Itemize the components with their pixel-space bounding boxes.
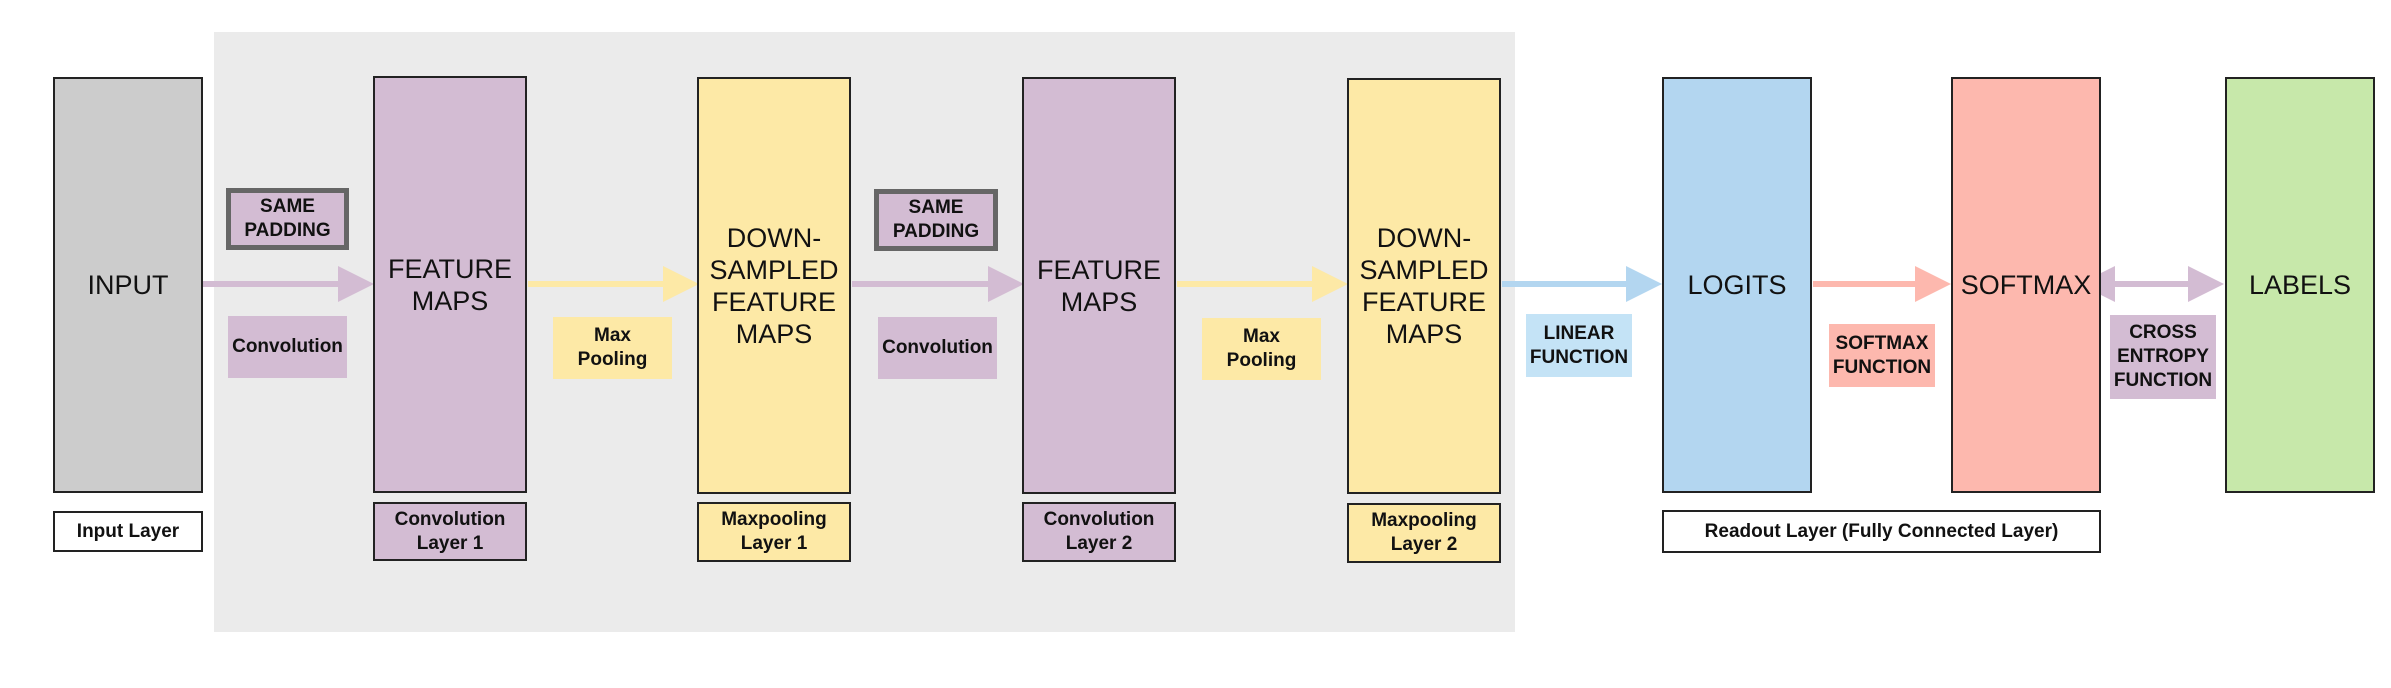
- input-layer-caption: Input Layer: [53, 511, 203, 552]
- convolution-2-tag: Convolution: [878, 317, 997, 379]
- max-pooling-2-tag: Max Pooling: [1202, 318, 1321, 380]
- maxpool-layer-2-caption: Maxpooling Layer 2: [1347, 503, 1501, 563]
- readout-layer-caption: Readout Layer (Fully Connected Layer): [1662, 510, 2101, 553]
- feature-maps-2-block: FEATURE MAPS: [1022, 77, 1176, 494]
- softmax-block: SOFTMAX: [1951, 77, 2101, 493]
- same-padding-1-tag: SAME PADDING: [226, 188, 349, 250]
- linear-function-tag: LINEAR FUNCTION: [1526, 314, 1632, 377]
- input-block: INPUT: [53, 77, 203, 493]
- maxpool-layer-1-caption: Maxpooling Layer 1: [697, 502, 851, 562]
- same-padding-2-tag: SAME PADDING: [874, 189, 998, 251]
- downsampled-feature-maps-1-block: DOWN- SAMPLED FEATURE MAPS: [697, 77, 851, 494]
- cross-entropy-function-tag: CROSS ENTROPY FUNCTION: [2110, 315, 2216, 399]
- logits-block: LOGITS: [1662, 77, 1812, 493]
- max-pooling-1-tag: Max Pooling: [553, 317, 672, 379]
- softmax-function-tag: SOFTMAX FUNCTION: [1829, 324, 1935, 387]
- downsampled-feature-maps-2-block: DOWN- SAMPLED FEATURE MAPS: [1347, 78, 1501, 494]
- feature-maps-1-block: FEATURE MAPS: [373, 76, 527, 493]
- convolution-1-tag: Convolution: [228, 316, 347, 378]
- conv-layer-2-caption: Convolution Layer 2: [1022, 502, 1176, 562]
- conv-layer-1-caption: Convolution Layer 1: [373, 502, 527, 561]
- labels-block: LABELS: [2225, 77, 2375, 493]
